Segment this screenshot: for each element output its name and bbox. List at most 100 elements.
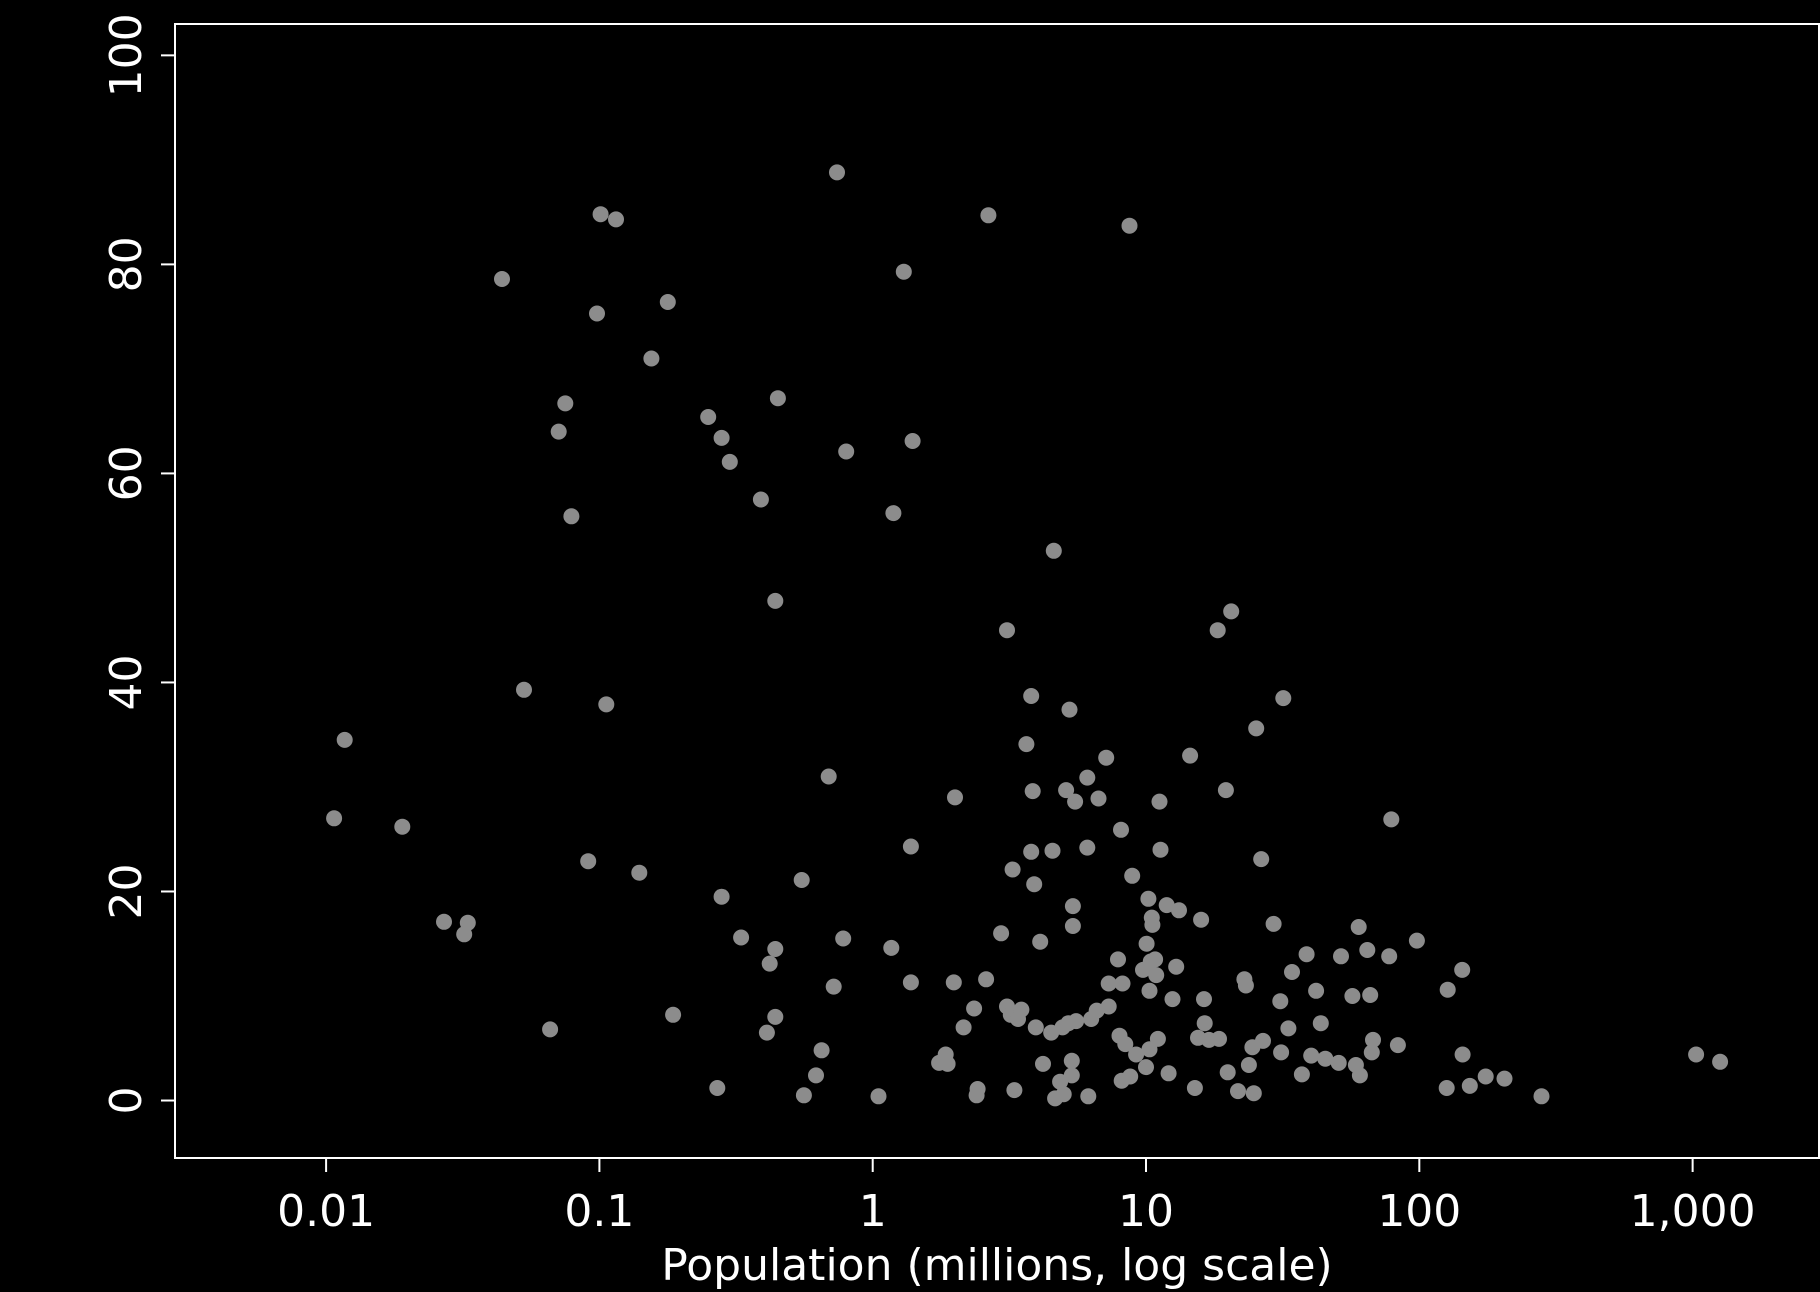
- data-point: [1088, 1002, 1105, 1019]
- data-point: [1461, 1077, 1478, 1094]
- data-point: [1168, 958, 1185, 975]
- data-point: [1196, 1015, 1213, 1032]
- data-point: [1067, 793, 1084, 810]
- data-point: [1362, 987, 1379, 1003]
- data-point: [870, 1088, 887, 1105]
- data-point: [1006, 1082, 1023, 1099]
- data-point: [580, 853, 597, 870]
- data-point: [1265, 915, 1282, 932]
- x-tick-label: 1,000: [1630, 1186, 1756, 1237]
- data-point: [336, 731, 353, 748]
- data-point: [1351, 1067, 1368, 1084]
- data-point: [1058, 782, 1075, 799]
- data-point: [1477, 1068, 1494, 1085]
- data-point: [1223, 603, 1240, 620]
- data-point: [713, 888, 730, 905]
- data-point: [598, 696, 615, 713]
- x-axis: 0.01 0.1 1 10 100 1,000: [277, 1158, 1756, 1237]
- data-point: [1079, 839, 1096, 856]
- data-point: [1293, 1066, 1310, 1083]
- data-point: [1193, 911, 1210, 928]
- data-point: [1381, 948, 1398, 965]
- data-point: [1141, 982, 1158, 999]
- y-tick-label: 40: [101, 654, 152, 710]
- data-point: [542, 1021, 559, 1038]
- data-point: [1152, 841, 1169, 858]
- data-point: [1122, 1068, 1139, 1085]
- data-point: [659, 294, 676, 310]
- data-point: [1045, 542, 1062, 559]
- data-point: [895, 263, 912, 280]
- data-point: [1688, 1046, 1705, 1063]
- data-point: [1344, 988, 1361, 1004]
- data-point: [1217, 782, 1234, 799]
- data-point: [1151, 793, 1168, 810]
- data-point: [885, 505, 902, 522]
- data-point: [1303, 1047, 1320, 1064]
- data-point: [904, 433, 921, 449]
- data-point: [1055, 1086, 1072, 1103]
- data-point: [1196, 991, 1212, 1008]
- y-tick-label: 0: [101, 1087, 152, 1115]
- data-point: [902, 974, 919, 991]
- data-point: [1330, 1054, 1347, 1071]
- data-point: [608, 211, 624, 228]
- y-axis: 0 20 40 60 80 100: [101, 13, 175, 1115]
- data-point: [1308, 982, 1325, 999]
- data-point: [1219, 1064, 1236, 1081]
- data-point: [1160, 1065, 1177, 1082]
- y-tick-label: 80: [101, 236, 152, 292]
- data-point: [1024, 783, 1041, 800]
- x-tick-label: 0.1: [564, 1186, 634, 1237]
- data-point: [1140, 890, 1157, 907]
- data-point: [1317, 1050, 1334, 1067]
- data-point: [829, 164, 845, 181]
- data-point: [980, 207, 997, 224]
- data-point: [1158, 897, 1175, 914]
- data-point: [1171, 902, 1187, 919]
- data-point: [752, 491, 769, 508]
- data-point: [563, 508, 580, 525]
- data-point: [1138, 1059, 1154, 1076]
- data-point: [1245, 1085, 1262, 1102]
- data-point: [795, 1087, 812, 1104]
- data-point: [825, 978, 842, 995]
- x-tick-label: 10: [1118, 1186, 1174, 1237]
- data-point: [1383, 811, 1400, 828]
- y-tick-label: 60: [101, 445, 152, 501]
- data-point: [631, 864, 648, 881]
- data-point: [721, 453, 738, 470]
- data-point: [1100, 975, 1117, 992]
- data-point: [1148, 967, 1165, 984]
- data-point: [1275, 690, 1292, 707]
- data-point: [1052, 1073, 1069, 1090]
- data-point: [835, 930, 852, 947]
- data-point: [1333, 948, 1349, 965]
- data-point: [1273, 1044, 1290, 1061]
- data-point: [1128, 1046, 1145, 1063]
- data-point: [1438, 1080, 1455, 1096]
- data-point: [1533, 1088, 1550, 1105]
- data-point: [1027, 1019, 1044, 1036]
- data-point: [993, 925, 1010, 942]
- data-point: [1712, 1053, 1729, 1070]
- data-point: [1211, 1030, 1227, 1047]
- data-point: [1098, 749, 1115, 766]
- data-point: [1144, 916, 1161, 933]
- data-point: [1408, 932, 1425, 949]
- data-point: [947, 789, 963, 806]
- data-point: [767, 592, 784, 609]
- data-point: [1061, 701, 1078, 718]
- data-point: [1365, 1031, 1381, 1048]
- data-point: [1284, 964, 1300, 980]
- data-point: [1080, 1088, 1097, 1105]
- data-point: [550, 423, 567, 440]
- data-point: [793, 872, 810, 888]
- data-point: [494, 271, 510, 287]
- data-point: [713, 429, 730, 446]
- data-point: [1253, 851, 1270, 868]
- data-point: [1389, 1037, 1406, 1054]
- data-point: [1023, 843, 1040, 860]
